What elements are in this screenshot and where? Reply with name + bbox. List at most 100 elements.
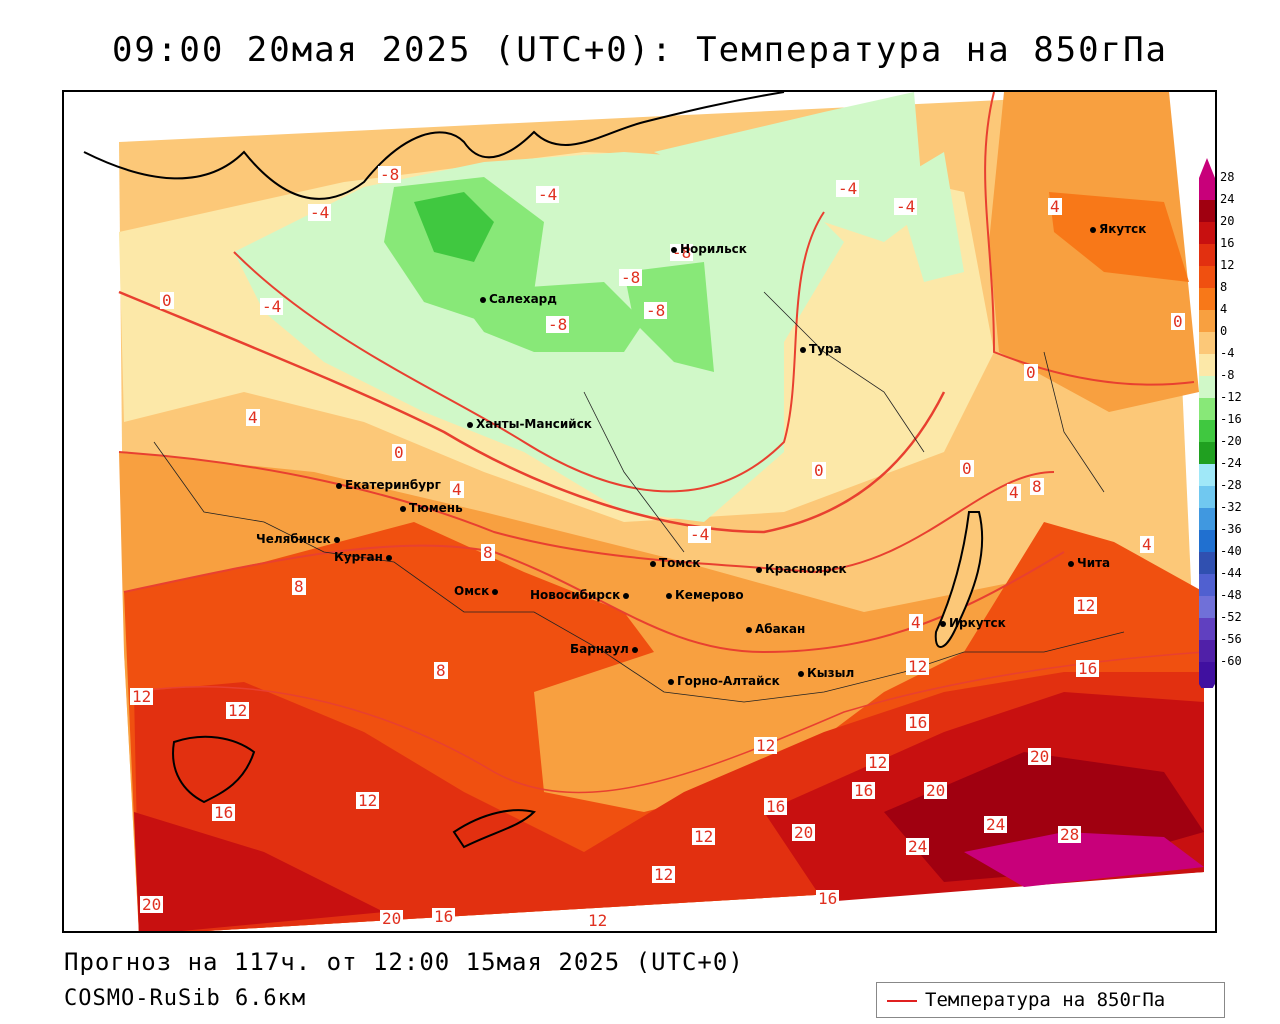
contour-label: 20 [1028, 747, 1052, 766]
contour-label: 12 [130, 687, 154, 706]
scale-tick-label: 28 [1220, 170, 1235, 184]
city-yakutsk: Якутск [1090, 222, 1146, 236]
balkhash-lake [452, 809, 536, 849]
scale-bottom-arrow [1199, 684, 1215, 688]
contour-label: 4 [246, 408, 260, 427]
contour-label: -4 [688, 525, 712, 544]
city-marker [492, 588, 499, 595]
scale-swatch [1199, 244, 1215, 266]
city-marker [400, 505, 406, 512]
city-marker [668, 678, 674, 685]
color-scale-bar [1199, 158, 1215, 688]
scale-tick-label: -20 [1220, 434, 1242, 448]
scale-tick-label: -60 [1220, 654, 1242, 668]
city-abakan: Абакан [746, 622, 805, 636]
city-marker [623, 592, 630, 599]
contour-label: 20 [924, 781, 948, 800]
city-chelyabinsk: Челябинск [256, 532, 343, 546]
contour-label: 12 [692, 827, 716, 846]
city-marker [1068, 560, 1074, 567]
city-kurgan: Курган [334, 550, 395, 564]
temperature-field [83, 92, 1205, 931]
contour-label: 0 [960, 459, 974, 478]
scale-tick-label: -28 [1220, 478, 1242, 492]
contour-label: 16 [764, 797, 788, 816]
scale-swatch [1199, 200, 1215, 222]
city-chita: Чита [1068, 556, 1110, 570]
coastline [83, 92, 785, 200]
legend-box: Температура на 850гПа [876, 982, 1225, 1018]
admin-borders [153, 291, 1125, 703]
city-marker [671, 246, 677, 253]
city-salekhard: Салехард [480, 292, 557, 306]
contour-label: -8 [378, 165, 402, 184]
contour-label: 16 [1076, 659, 1100, 678]
city-marker [480, 296, 486, 303]
scale-tick-label: -4 [1220, 346, 1235, 360]
contour-label: 16 [816, 889, 840, 908]
city-barnaul: Барнаул [570, 642, 641, 656]
city-irkutsk: Иркутск [940, 616, 1006, 630]
scale-swatch [1199, 288, 1215, 310]
city-kyzyl: Кызыл [798, 666, 854, 680]
contour-label: 8 [292, 577, 306, 596]
city-gorno-altaysk: Горно-Алтайск [668, 674, 780, 688]
city-marker [631, 646, 638, 653]
city-marker [385, 554, 392, 561]
scale-top-arrow [1199, 158, 1215, 178]
city-tura: Тура [800, 342, 842, 356]
scale-swatch [1199, 376, 1215, 398]
contour-label: 8 [434, 661, 448, 680]
contour-label: 12 [1074, 596, 1098, 615]
model-name: COSMO-RuSib 6.6км [64, 986, 307, 1011]
scale-tick-label: 20 [1220, 214, 1235, 228]
hot-core-28 [964, 832, 1204, 887]
city-marker [666, 592, 672, 599]
isotherm-0-line [118, 290, 946, 534]
city-marker [800, 346, 806, 353]
contour-label: -4 [536, 185, 560, 204]
contour-label: 8 [481, 543, 495, 562]
scale-tick-label: 24 [1220, 192, 1235, 206]
isotherm-north-line [984, 92, 1195, 386]
scale-swatch [1199, 420, 1215, 442]
scale-tick-label: 0 [1220, 324, 1228, 338]
scale-swatch [1199, 508, 1215, 530]
lake-baikal [934, 511, 984, 648]
city-marker [746, 626, 752, 633]
scale-swatch [1199, 596, 1215, 618]
cold-core-taymyr [624, 262, 714, 372]
contour-label: 12 [356, 791, 380, 810]
contour-label: 24 [906, 837, 930, 856]
contour-label: 0 [160, 291, 174, 310]
scale-tick-label: 4 [1220, 302, 1228, 316]
contour-label: 12 [754, 736, 778, 755]
contour-label: 4 [1007, 483, 1021, 502]
contour-label: 0 [1024, 363, 1038, 382]
contour-label: 4 [1048, 197, 1062, 216]
scale-swatch [1199, 618, 1215, 640]
cold-zone-central [654, 92, 924, 242]
contour-label: 16 [212, 803, 236, 822]
contour-label: -4 [308, 203, 332, 222]
city-marker [650, 560, 656, 567]
contour-label: 16 [852, 781, 876, 800]
isotherm-12-line [133, 651, 1205, 794]
scale-tick-label: 12 [1220, 258, 1235, 272]
contour-label: -4 [260, 297, 284, 316]
city-marker [940, 620, 946, 627]
scale-tick-label: -12 [1220, 390, 1242, 404]
contour-label: 12 [906, 657, 930, 676]
contour-label: 20 [792, 823, 816, 842]
scale-swatch [1199, 442, 1215, 464]
contour-label: -8 [546, 315, 570, 334]
contour-label: 8 [1030, 477, 1044, 496]
forecast-info: Прогноз на 117ч. от 12:00 15мая 2025 (UT… [64, 948, 744, 976]
contour-label: -4 [894, 197, 918, 216]
scale-swatch [1199, 354, 1215, 376]
city-marker [798, 670, 804, 677]
city-tomsk: Томск [650, 556, 701, 570]
scale-tick-label: -44 [1220, 566, 1242, 580]
contour-label: 12 [226, 701, 250, 720]
isotherm-minus4-line [233, 211, 825, 493]
